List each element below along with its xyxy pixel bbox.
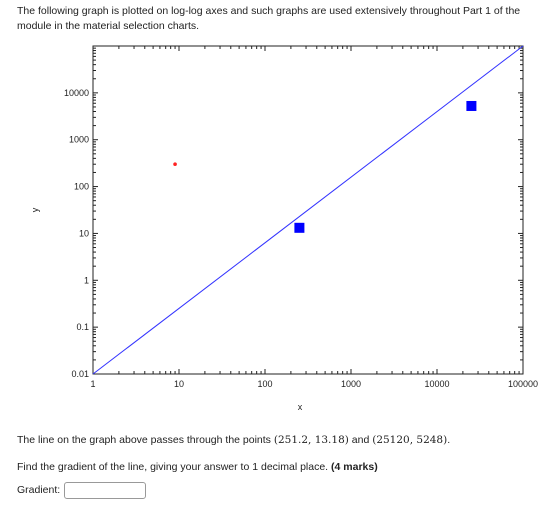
x-tick-label: 10000 [424,379,449,389]
point-1: (251.2, 13.18) [273,434,349,446]
x-tick-label: 100 [257,379,272,389]
x-axis-label: x [298,402,303,412]
instruction-text: Find the gradient of the line, giving yo… [17,461,332,473]
series-line [92,45,524,375]
point-2: (25120, 5248) [372,434,448,446]
question-instruction: Find the gradient of the line, giving yo… [17,460,378,474]
question-line: The line on the graph above passes throu… [17,433,450,447]
gradient-input[interactable] [64,481,147,499]
y-tick-label: 10000 [64,88,89,98]
x-tick-label: 100000 [508,379,538,389]
y-tick-label: 1000 [69,135,89,145]
data-marker-square [294,222,305,233]
plot-frame [92,45,524,375]
axis-ticks [92,46,524,375]
x-tick-label: 1 [90,379,95,389]
markers-layer [173,100,477,233]
y-tick-label: 1 [84,275,89,285]
intro-text: The following graph is plotted on log-lo… [17,5,521,32]
answer-row: Gradient: [17,479,147,501]
y-tick-label: 0.1 [76,322,89,332]
gradient-label: Gradient: [17,484,61,496]
axis-tick-labels: 1 10 100 1000 10000 100000 0.01 0.1 1 10 100 1000 10… [64,88,538,389]
x-tick-label: 10 [174,379,184,389]
data-marker-square [466,100,477,111]
plot-border [92,45,524,375]
y-tick-label: 100 [74,182,89,192]
log-log-chart: 1 10 100 1000 10000 100000 0.01 0.1 1 10 100 1000 10… [30,45,538,412]
stray-point [173,162,177,167]
y-axis-label: y [30,207,40,212]
marks-text: (4 marks) [331,461,378,473]
question-prefix: The line on the graph above passes throu… [17,434,274,446]
question-and: and [348,434,373,446]
series-layer [92,45,524,375]
question-suffix: . [447,434,451,446]
y-tick-label: 10 [79,228,89,238]
x-tick-label: 1000 [341,379,361,389]
y-tick-label: 0.01 [71,369,89,379]
